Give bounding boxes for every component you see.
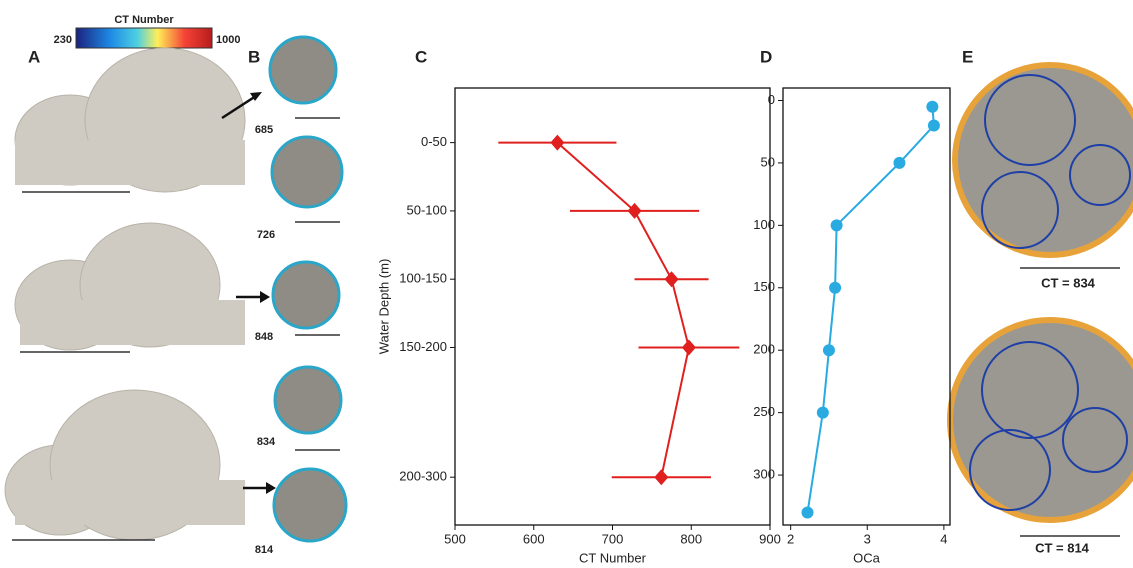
x-axis-label: OCa (853, 550, 881, 565)
specimen-images-e (947, 62, 1133, 523)
y-tick-label: 0 (768, 92, 775, 107)
x-tick-label: 700 (602, 531, 624, 546)
x-tick-label: 500 (444, 531, 466, 546)
colorbar-min: 230 (54, 34, 72, 46)
point (822, 344, 835, 357)
point (801, 506, 814, 519)
panel-label: E (962, 47, 973, 66)
y-tick-label: 200-300 (399, 469, 447, 484)
point (829, 281, 842, 294)
y-tick-label: 200 (753, 342, 775, 357)
specimen-label: 814 (255, 544, 274, 556)
y-tick-label: 0-50 (421, 134, 447, 149)
point (681, 339, 696, 356)
x-tick-label: 600 (523, 531, 545, 546)
colorbar (75, 27, 213, 49)
x-tick-label: 900 (759, 531, 781, 546)
specimen-images-b (268, 35, 348, 543)
panel-label: D (760, 47, 772, 66)
specimen-label: 834 (257, 436, 276, 448)
scale-bars (12, 117, 1120, 541)
chamber-outlines (969, 74, 1131, 511)
specimen-label: 726 (257, 229, 275, 241)
x-tick-label: 2 (787, 531, 794, 546)
y-axis-label: Water Depth (m) (376, 259, 391, 355)
point (926, 100, 939, 113)
y-tick-label: 150-200 (399, 339, 447, 354)
x-tick-label: 3 (864, 531, 871, 546)
y-tick-label: 300 (753, 466, 775, 481)
plot-frame (454, 87, 771, 526)
specimen-label: 685 (255, 124, 273, 136)
y-tick-label: 100 (753, 217, 775, 232)
point (664, 271, 679, 288)
point (830, 219, 843, 232)
point (893, 156, 906, 169)
point (550, 134, 565, 151)
series-line (806, 106, 935, 513)
y-tick-label: 50 (761, 154, 775, 169)
colorbar-max: 1000 (216, 34, 240, 46)
colorbar-title: CT Number (114, 14, 174, 26)
point (627, 202, 642, 219)
panel-label: A (28, 47, 40, 66)
y-tick-label: 50-100 (407, 202, 447, 217)
point (816, 406, 829, 419)
caption: CT = 814 (1035, 540, 1090, 555)
series-line (556, 141, 690, 478)
panel-label: C (415, 47, 427, 66)
specimen-images-a (4, 47, 246, 541)
arrows (221, 92, 276, 494)
y-tick-label: 250 (753, 404, 775, 419)
x-axis-label: CT Number (579, 550, 647, 565)
x-tick-label: 4 (940, 531, 947, 546)
y-tick-label: 150 (753, 279, 775, 294)
specimen-label: 848 (255, 331, 273, 343)
point (927, 119, 940, 132)
point (654, 469, 669, 486)
caption: CT = 834 (1041, 275, 1096, 290)
y-tick-label: 100-150 (399, 271, 447, 286)
panel-label: B (248, 47, 260, 66)
plot-frame (782, 87, 951, 526)
x-tick-label: 800 (680, 531, 702, 546)
